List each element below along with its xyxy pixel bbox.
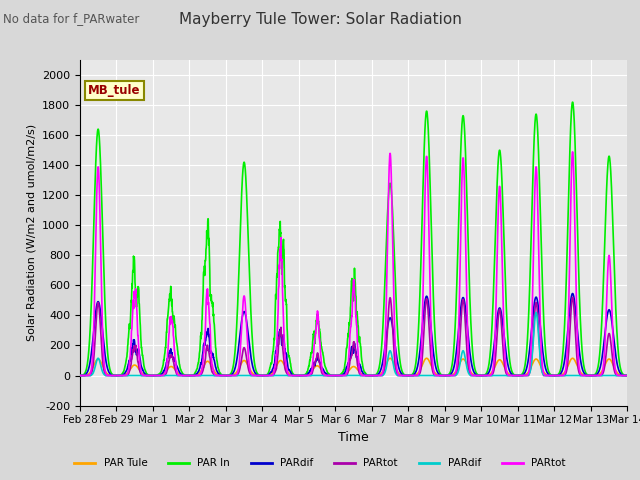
X-axis label: Time: Time: [338, 431, 369, 444]
Text: Mayberry Tule Tower: Solar Radiation: Mayberry Tule Tower: Solar Radiation: [179, 12, 461, 27]
Y-axis label: Solar Radiation (W/m2 and umol/m2/s): Solar Radiation (W/m2 and umol/m2/s): [27, 124, 36, 341]
Text: No data for f_PARwater: No data for f_PARwater: [3, 12, 140, 25]
Text: MB_tule: MB_tule: [88, 84, 141, 97]
Legend: PAR Tule, PAR In, PARdif, PARtot, PARdif, PARtot: PAR Tule, PAR In, PARdif, PARtot, PARdif…: [70, 454, 570, 472]
